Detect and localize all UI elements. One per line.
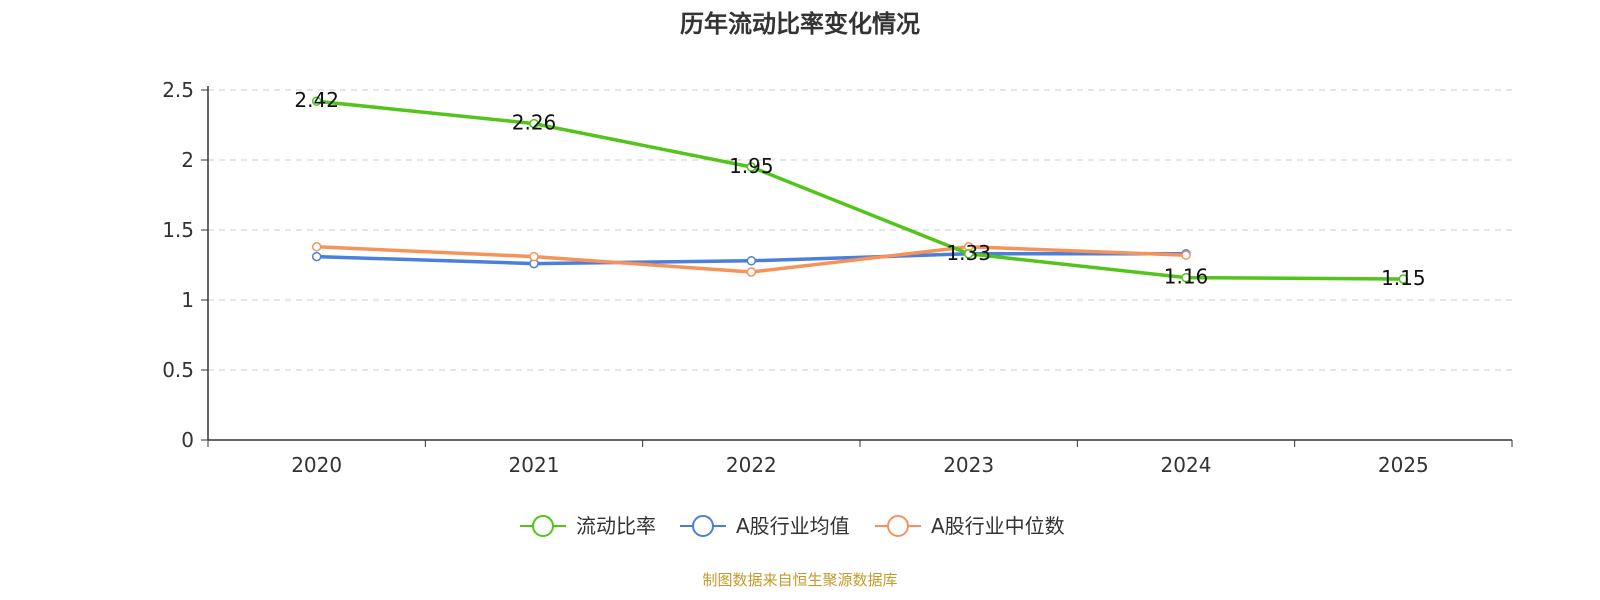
data-point[interactable]: [1181, 272, 1191, 283]
legend[interactable]: 流动比率 A股行业均值 A股行业中位数: [520, 514, 1065, 538]
x-tick-label: 2025: [1378, 453, 1429, 477]
data-point[interactable]: [746, 162, 757, 172]
data-point[interactable]: [746, 267, 757, 277]
legend-marker: [532, 515, 554, 537]
data-label: 1.95: [729, 154, 774, 178]
x-tick-label: 2023: [943, 453, 994, 477]
legend-marker: [692, 515, 714, 537]
data-point[interactable]: [963, 249, 974, 259]
gridlines: [208, 89, 1512, 371]
legend-marker: [887, 515, 909, 537]
axes: 0 0.5 1 1.5 2 2.5 2020 2021 2022 2023 2024 2025: [162, 78, 1513, 477]
y-tick-label: 0.5: [162, 358, 194, 382]
x-tick-label: 2020: [291, 453, 342, 477]
data-point[interactable]: [311, 242, 322, 252]
data-point[interactable]: [529, 118, 539, 129]
data-point[interactable]: [746, 256, 757, 266]
y-tick-label: 0: [181, 428, 194, 452]
data-point[interactable]: [529, 251, 539, 262]
data-point[interactable]: [311, 251, 322, 262]
data-point[interactable]: [1398, 274, 1409, 284]
legend-item-1[interactable]: A股行业均值: [680, 514, 850, 538]
legend-label: 流动比率: [576, 514, 656, 538]
data-label: 2.26: [512, 111, 557, 135]
x-tick-label: 2022: [726, 453, 777, 477]
y-tick-label: 1.5: [162, 218, 194, 242]
y-tick-label: 1: [181, 288, 194, 312]
data-point[interactable]: [311, 96, 322, 106]
y-tick-label: 2.5: [162, 78, 194, 102]
legend-label: A股行业中位数: [931, 514, 1065, 538]
x-tick-label: 2024: [1161, 453, 1212, 477]
series-group: [311, 96, 1409, 284]
chart-title: 历年流动比率变化情况: [680, 10, 920, 38]
data-label: 2.42: [294, 88, 339, 112]
data-label: 1.33: [946, 241, 991, 265]
data-label: 1.16: [1164, 265, 1209, 289]
x-tick-label: 2021: [509, 453, 560, 477]
legend-item-0[interactable]: 流动比率: [520, 514, 656, 538]
source-note: 制图数据来自恒生聚源数据库: [702, 571, 897, 589]
data-label: 1.15: [1381, 266, 1426, 290]
legend-item-2[interactable]: A股行业中位数: [875, 514, 1065, 538]
y-tick-label: 2: [181, 148, 194, 172]
data-labels: 2.42 2.26 1.95 1.33 1.16 1.15: [294, 88, 1425, 290]
series-line-0: [316, 99, 1404, 281]
legend-label: A股行业均值: [736, 514, 850, 538]
data-point[interactable]: [1181, 250, 1191, 260]
